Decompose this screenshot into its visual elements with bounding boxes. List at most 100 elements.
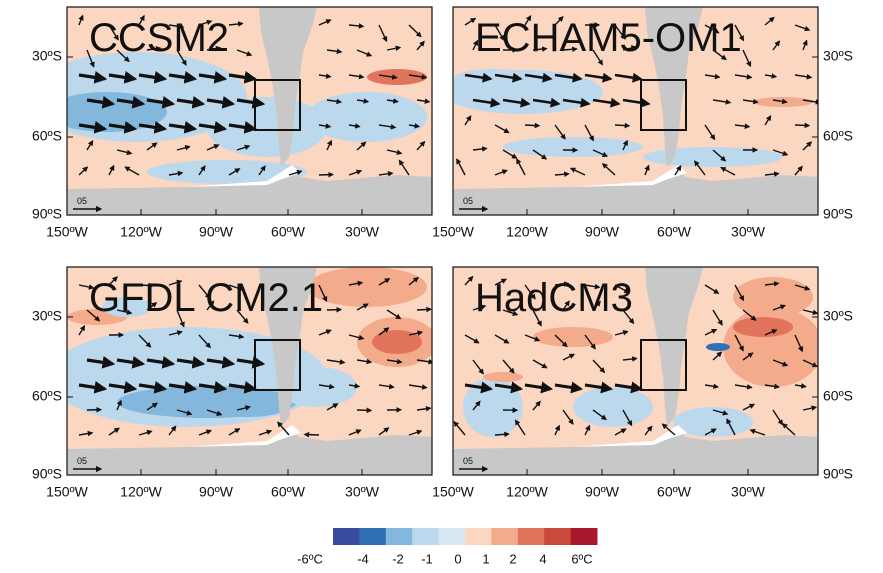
- wind-arrow: [408, 384, 428, 390]
- wind-arrow: [228, 428, 241, 436]
- lon-label: 150ºW: [432, 224, 474, 240]
- wind-arrow: [734, 123, 751, 129]
- wind-arrow: [258, 429, 273, 436]
- wind-arrow: [326, 359, 346, 365]
- wind-arrow: [674, 165, 682, 176]
- wind-arrow: [661, 423, 676, 436]
- wind-arrow: [720, 166, 736, 176]
- wind-arrow: [348, 73, 365, 80]
- map-panel: 05 CCSM2 30ºS 60ºS 90ºS 150ºW 120ºW 90ºW 60ºW 30º…: [32, 6, 433, 240]
- wind-arrow: [78, 14, 84, 26]
- wind-arrow: [614, 122, 631, 129]
- wind-arrow: [464, 72, 493, 83]
- wind-arrow: [228, 381, 258, 394]
- anomaly-region: [643, 147, 783, 167]
- wind-arrow: [614, 428, 627, 436]
- wind-arrow: [554, 124, 566, 140]
- wind-arrow: [584, 334, 596, 350]
- antarctica: [67, 167, 432, 215]
- wind-arrow: [554, 16, 564, 26]
- wind-arrow: [764, 281, 780, 287]
- wind-arrow: [614, 284, 630, 294]
- wind-arrow: [168, 381, 198, 394]
- wind-arrow: [176, 356, 206, 369]
- anomaly-region: [706, 343, 730, 351]
- wind-arrow: [378, 327, 390, 336]
- wind-arrow: [378, 74, 398, 80]
- frame: [452, 266, 819, 476]
- panel-title: HadCM3: [475, 276, 633, 320]
- wind-arrow: [146, 45, 162, 52]
- wind-arrow: [408, 24, 422, 38]
- wind-arrow: [622, 97, 651, 108]
- wind-arrow: [318, 123, 332, 129]
- coast-ice: [187, 425, 301, 447]
- wind-arrow: [378, 24, 388, 43]
- wind-arrow: [742, 98, 759, 105]
- panel-title: CCSM2: [89, 16, 229, 60]
- wind-arrow: [318, 73, 332, 79]
- wind-arrow: [524, 284, 536, 300]
- south-america: [645, 267, 703, 427]
- wind-arrow: [408, 330, 424, 336]
- wind-arrow: [356, 98, 370, 104]
- wind-arrow: [356, 303, 369, 311]
- wind-arrow: [398, 159, 410, 176]
- wind-arrow: [712, 309, 723, 326]
- wind-arrow: [772, 359, 789, 367]
- lon-label: 120ºW: [506, 484, 548, 500]
- study-box: [254, 339, 301, 391]
- wind-arrow: [802, 309, 818, 316]
- wind-arrow: [348, 334, 365, 341]
- wind-arrow: [108, 381, 138, 394]
- wind-arrow: [772, 149, 789, 156]
- wind-arrow: [494, 334, 510, 344]
- wind-arrow: [168, 71, 198, 84]
- lon-label: 90ºW: [199, 484, 234, 500]
- colorbar-label: -1: [421, 551, 433, 566]
- wind-arrow: [584, 424, 591, 436]
- wind-arrow: [146, 402, 158, 411]
- wind-arrow: [464, 275, 474, 286]
- anomaly-region: [207, 97, 327, 157]
- wind-arrow: [348, 383, 361, 389]
- wind-arrow: [168, 279, 183, 286]
- wind-arrow: [494, 381, 524, 394]
- wind-arrow: [502, 309, 519, 316]
- wind-arrow: [562, 353, 576, 361]
- wind-arrow: [236, 405, 251, 411]
- lat-label: 60ºS: [32, 128, 62, 144]
- wind-arrow: [532, 97, 561, 108]
- wind-arrow: [116, 149, 133, 156]
- wind-arrow: [416, 358, 432, 365]
- wind-arrow: [356, 141, 367, 151]
- coast-ice: [573, 425, 687, 447]
- wind-arrow: [228, 71, 258, 84]
- wind-arrow: [532, 359, 548, 369]
- wind-arrow: [734, 334, 744, 352]
- wind-arrow: [494, 24, 505, 42]
- wind-arrow: [772, 40, 781, 51]
- colorbar-swatch: [517, 528, 545, 545]
- wind-arrow: [78, 325, 86, 336]
- wind-arrow: [802, 359, 818, 368]
- colorbar-label: 4: [539, 551, 546, 566]
- wind-arrow: [176, 409, 193, 416]
- wind-arrow: [464, 115, 472, 126]
- wind-arrow: [514, 419, 526, 436]
- wind-arrow: [742, 309, 757, 321]
- wind-arrow: [408, 276, 419, 286]
- wind-arrow: [764, 383, 780, 390]
- lon-label: 30ºW: [345, 484, 380, 500]
- wind-arrow: [712, 149, 727, 162]
- wind-arrow: [408, 123, 421, 129]
- wind-arrow: [108, 276, 118, 286]
- lat-label: 60ºS: [32, 388, 62, 404]
- wind-arrow: [356, 49, 373, 57]
- wind-arrow: [86, 309, 101, 322]
- wind-arrow: [206, 409, 223, 416]
- wind-arrow: [348, 429, 362, 436]
- wind-arrow: [86, 140, 94, 151]
- wind-arrow: [108, 427, 120, 436]
